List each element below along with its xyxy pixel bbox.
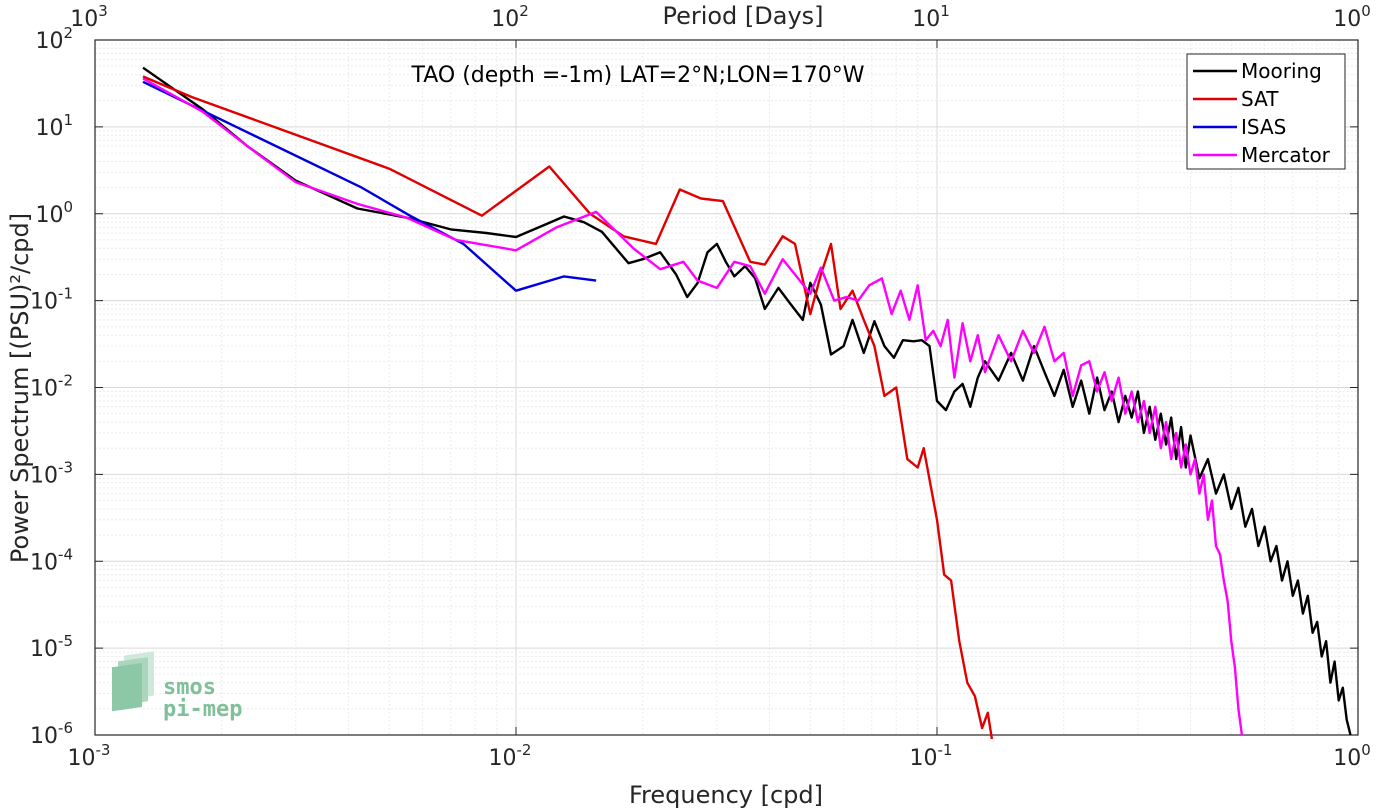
logo-line2: pi-mep — [163, 697, 242, 722]
top-x-tick-label: 100 — [1333, 2, 1371, 32]
grid — [94, 40, 1358, 736]
y-axis-label: Power Spectrum [(PSU)²/cpd] — [6, 213, 34, 563]
y-tick-label: 101 — [35, 111, 73, 141]
legend-label-mooring: Mooring — [1241, 59, 1322, 83]
x-tick-label: 100 — [1333, 741, 1371, 771]
series-line-mooring — [142, 66, 1352, 736]
y-tick-label: 10-6 — [30, 719, 73, 749]
y-tick-label: 102 — [35, 24, 73, 54]
x-tick-label: 10-3 — [68, 741, 111, 771]
y-tick-label: 10-4 — [30, 545, 73, 575]
smos-pimep-logo: smos pi-mep — [112, 651, 242, 722]
legend-label-isas: ISAS — [1241, 115, 1286, 139]
smos-logo-mark — [112, 651, 154, 712]
series-lines — [142, 66, 1352, 740]
y-tick-label: 10-1 — [30, 285, 73, 315]
top-x-tick-label: 102 — [491, 2, 529, 32]
series-line-isas — [142, 80, 597, 292]
top-x-tick-label: 101 — [912, 2, 950, 32]
y-tick-label: 10-2 — [30, 372, 73, 402]
legend: Mooring SAT ISAS Mercator — [1186, 53, 1346, 170]
top-x-axis-label: Period [Days] — [662, 2, 823, 30]
y-tick-label: 100 — [35, 198, 73, 228]
y-tick-label: 10-5 — [30, 632, 73, 662]
chart-title: TAO (depth =-1m) LAT=2°N;LON=170°W — [411, 63, 865, 88]
x-axis-label: Frequency [cpd] — [629, 781, 823, 809]
x-tick-label: 10-2 — [489, 741, 532, 771]
y-tick-label: 10-3 — [30, 458, 73, 488]
series-line-mercator — [142, 77, 1244, 736]
x-tick-label: 10-1 — [910, 741, 953, 771]
legend-label-mercator: Mercator — [1241, 143, 1331, 167]
legend-box — [1186, 53, 1346, 170]
legend-label-sat: SAT — [1241, 87, 1279, 111]
top-x-tick-label: 103 — [70, 2, 108, 32]
logo-line1: smos — [163, 675, 216, 700]
